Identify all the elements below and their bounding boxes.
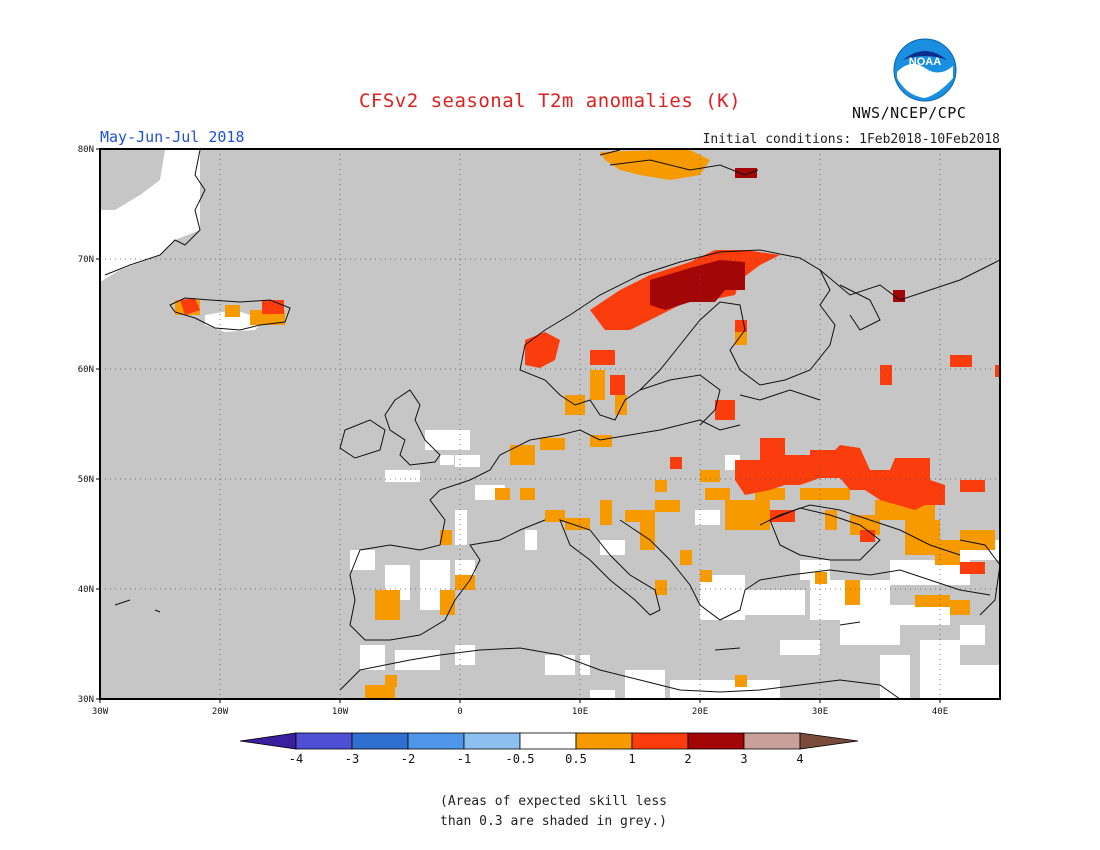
colorbar-bin-2 [351,732,409,750]
colorbar-label: -2 [401,752,415,766]
forecast-period: May-Jun-Jul 2018 [100,128,245,146]
lat-label-40n: 40N [78,585,94,595]
colorbar-bin-7 [631,732,689,750]
colorbar-bin-9 [743,732,801,750]
axis-ticks [96,148,941,703]
chart-title: CFSv2 seasonal T2m anomalies (K) [358,90,742,112]
colorbar-label: 1 [628,752,635,766]
colorbar-bin-3 [407,732,465,750]
footnote-line-1: (Areas of expected skill less [440,794,667,809]
colorbar-high-arrow [799,732,859,750]
logo-text: NOAA [909,56,941,68]
colorbar [239,732,859,750]
colorbar-bin-8 [687,732,745,750]
lat-label-80n: 80N [78,145,94,155]
graticule [100,149,1000,699]
colorbar-label: 3 [740,752,747,766]
lat-label-70n: 70N [78,255,94,265]
lon-label-20e: 20E [692,707,708,717]
lon-label-30e: 30E [812,707,828,717]
colorbar-label: -3 [345,752,359,766]
colorbar-label: 0.5 [565,752,587,766]
colorbar-bin-1 [295,732,353,750]
agency-label: NWS/NCEP/CPC [852,104,967,122]
white-anomaly-cells [100,150,1000,699]
colorbar-label: -1 [457,752,471,766]
coastlines [104,149,1000,699]
noaa-logo: NOAA [893,38,957,102]
colorbar-label: -4 [289,752,303,766]
initial-conditions: Initial conditions: 1Feb2018-10Feb2018 [702,132,1000,147]
lon-label-30w: 30W [92,707,109,717]
colorbar-bin-5 [519,732,577,750]
lon-label-10e: 10E [572,707,588,717]
colorbar-bin-6 [575,732,633,750]
colorbar-low-arrow [239,732,297,750]
map-frame [99,148,1001,700]
colorbar-label: 2 [684,752,691,766]
colorbar-label: 4 [796,752,803,766]
lon-label-40e: 40E [932,707,948,717]
colorbar-label: -0.5 [506,752,535,766]
lat-label-60n: 60N [78,365,94,375]
lon-label-0: 0 [457,707,462,717]
lon-label-20w: 20W [212,707,229,717]
lat-label-50n: 50N [78,475,94,485]
footnote-line-2: than 0.3 are shaded in grey.) [440,814,667,829]
colorbar-bin-4 [463,732,521,750]
lon-label-10w: 10W [332,707,349,717]
skill-footnote: (Areas of expected skill less than 0.3 a… [440,792,760,832]
lat-label-30n: 30N [78,695,94,705]
